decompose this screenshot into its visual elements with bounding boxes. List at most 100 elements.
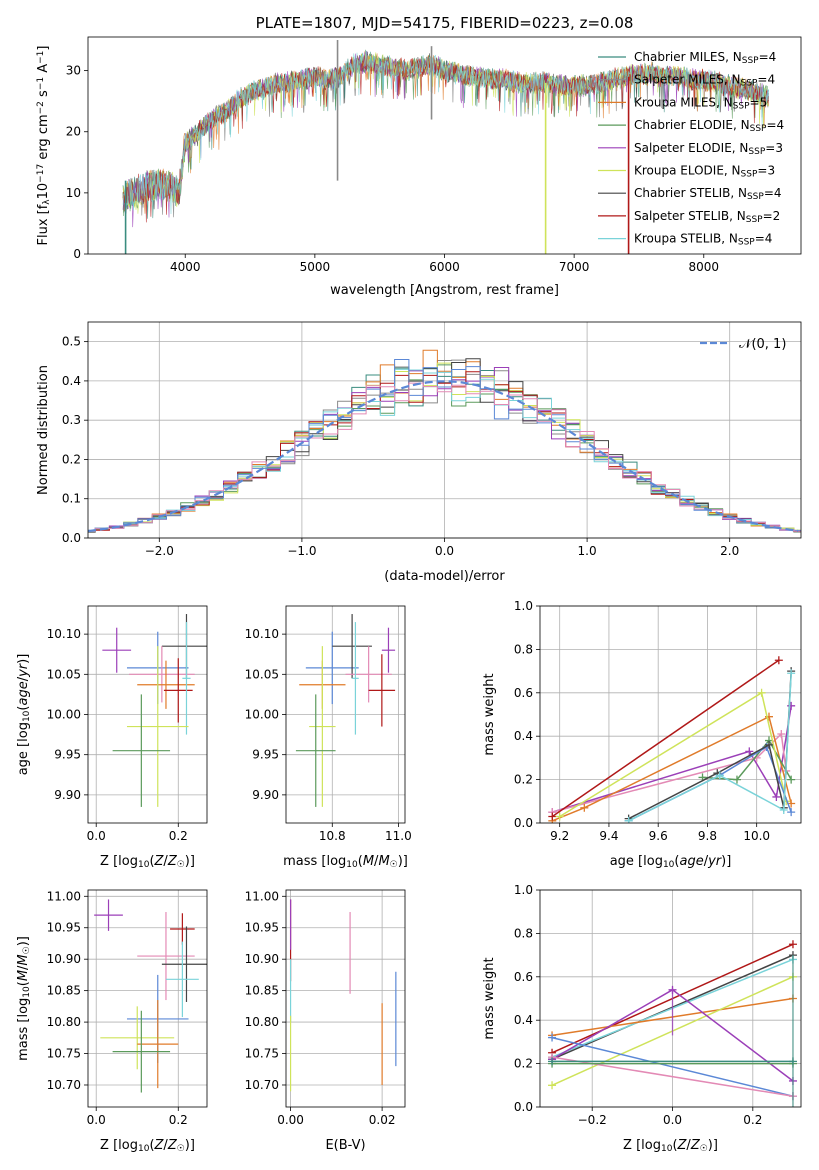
errorbar-point (165, 941, 199, 1018)
y-tick-label: 10.90 (245, 952, 279, 966)
y-tick-label: 10.95 (47, 921, 81, 935)
spectrum-kroupa-stelib (122, 50, 769, 215)
y-tick-label: 10.90 (47, 952, 81, 966)
y-tick-label: 9.90 (252, 788, 279, 802)
errorbar-point (112, 694, 171, 807)
y-tick-label: 10.10 (47, 627, 81, 641)
y-tick-label: 10.00 (47, 708, 81, 722)
errorbar-point (137, 1000, 179, 1089)
weight-marker (548, 1081, 557, 1090)
errorbar-point (381, 627, 396, 673)
chart-age_vs_mass: 10.8 11.0 9.90 9.95 10.00 10.05 10.10 (245, 605, 412, 843)
x-tick-label: 2.0 (720, 544, 739, 558)
histogram-series (88, 382, 801, 532)
y-axis-label: Normed distribution (36, 365, 51, 495)
x-tick-label: 0.0 (87, 829, 106, 843)
chart-weight_vs_z: −0.2 0.0 0.2 0.0 0.2 0.4 0.6 0.8 1.0 (514, 883, 802, 1127)
errorbar-point (94, 899, 123, 931)
x-tick-label: 6000 (429, 260, 460, 274)
y-tick-label: 0.6 (514, 970, 533, 984)
axes-frame (87, 321, 802, 539)
y-tick-label: 10.80 (47, 1015, 81, 1029)
plot-area (94, 899, 207, 1093)
legend-label: Salpeter MILES, NSSP=4 (634, 73, 775, 89)
weight-marker (548, 1033, 557, 1042)
x-tick-label: 9.4 (599, 829, 618, 843)
weight-marker (757, 688, 766, 697)
y-tick-label: 10.05 (245, 667, 279, 681)
y-tick-label: 10.75 (245, 1047, 279, 1061)
errorbar-point (305, 631, 359, 705)
y-tick-label: 10.75 (47, 1047, 81, 1061)
y-tick-label: 0.4 (514, 1013, 533, 1027)
errorbar-point (129, 646, 195, 703)
legend-label: Chabrier STELIB, NSSP=4 (634, 186, 782, 202)
legend-item: Kroupa STELIB, NSSP=4 (598, 232, 772, 248)
weight-marker (764, 740, 773, 749)
legend-label: Chabrier ELODIE, NSSP=4 (634, 118, 784, 134)
plot-area (289, 899, 397, 1092)
plot-area (88, 349, 801, 533)
legend-item: Chabrier MILES, NSSP=4 (598, 50, 776, 66)
axes-frame (87, 36, 802, 255)
x-tick-label: 0.0 (435, 544, 454, 558)
legend-item: Salpeter STELIB, NSSP=2 (598, 209, 780, 225)
y-tick-label: 0.4 (62, 374, 81, 388)
weight-line (628, 745, 792, 822)
x-tick-label: 9.8 (698, 829, 717, 843)
y-tick-label: 0.3 (62, 413, 81, 427)
axes-frame (87, 605, 208, 824)
weight-marker (548, 1057, 557, 1066)
y-tick-label: 11.00 (47, 889, 81, 903)
weight-line (551, 659, 780, 818)
x-tick-label: 10.8 (319, 829, 346, 843)
y-tick-label: 20 (66, 125, 81, 139)
x-tick-label: 0.2 (169, 829, 188, 843)
x-tick-label: −1.0 (287, 544, 316, 558)
weight-marker (732, 775, 741, 784)
x-tick-label: 4000 (170, 260, 201, 274)
y-tick-label: 0.5 (62, 335, 81, 349)
x-tick-label: 0.2 (743, 1113, 762, 1127)
x-tick-label: 7000 (559, 260, 590, 274)
legend-item: Kroupa MILES, NSSP=5 (598, 95, 767, 112)
legend-item: Kroupa ELODIE, NSSP=3 (598, 164, 775, 180)
x-tick-label: 5000 (300, 260, 331, 274)
y-tick-label: 0 (73, 247, 81, 261)
legend-label: 𝒩(0, 1) (739, 337, 786, 352)
weight-marker (787, 808, 796, 817)
legend-label: Kroupa MILES, NSSP=5 (634, 95, 767, 111)
y-axis-label: mass [log10(M/M☉)] (16, 936, 32, 1061)
y-tick-label: 10.05 (47, 667, 81, 681)
y-tick-label: 9.90 (54, 788, 81, 802)
x-tick-label: 0.02 (369, 1113, 396, 1127)
plot-area (548, 940, 797, 1107)
y-tick-label: 0.2 (62, 452, 81, 466)
x-axis-label: (data-model)/error (384, 569, 505, 584)
x-tick-label: 11.0 (385, 829, 412, 843)
plot-area (102, 614, 207, 807)
weight-marker (787, 775, 796, 784)
y-tick-label: 9.95 (54, 748, 81, 762)
weight-marker (777, 730, 786, 739)
y-tick-label: 10 (66, 186, 81, 200)
weight-series (624, 669, 796, 823)
weight-marker (788, 940, 797, 949)
x-axis-label: E(B-V) (325, 1138, 365, 1153)
y-axis-label: mass weight (482, 957, 497, 1039)
plot-area (122, 40, 769, 254)
x-tick-label: 9.2 (550, 829, 569, 843)
errorbar-point (182, 622, 191, 735)
weight-series (548, 730, 791, 817)
legend-item: Chabrier ELODIE, NSSP=4 (598, 118, 784, 134)
spectrum-kroupa-elodie (122, 52, 769, 214)
x-tick-label: 10.0 (743, 829, 770, 843)
x-tick-label: 0.00 (277, 1113, 304, 1127)
y-tick-label: 10.70 (245, 1078, 279, 1092)
y-axis-label: age [log10(age/yr)] (16, 654, 32, 776)
errorbar-point (345, 646, 392, 703)
y-axis-label: mass weight (482, 673, 497, 755)
y-tick-label: 1.0 (514, 599, 533, 613)
chart-residuals: −2.0 −1.0 0.0 1.0 2.0 0.0 0.1 0.2 0.3 0.4 0.5 (62, 321, 802, 558)
